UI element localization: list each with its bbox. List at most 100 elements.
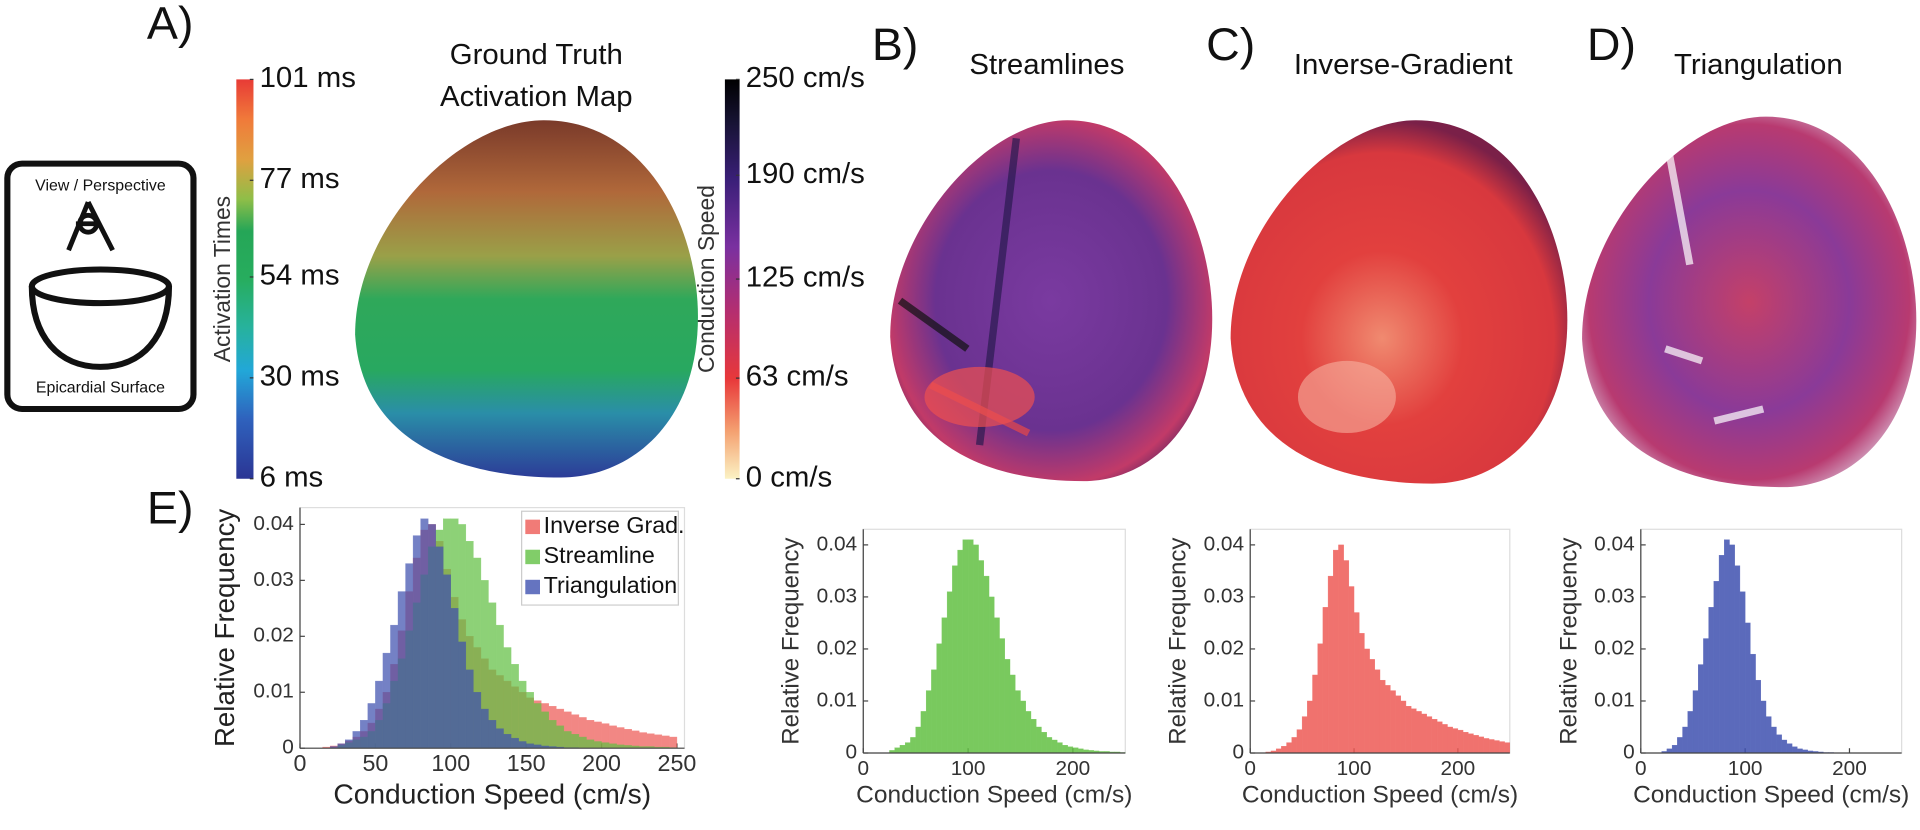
bar: [1353, 612, 1360, 754]
bar: [427, 524, 436, 749]
bar: [525, 743, 534, 749]
bar: [999, 638, 1005, 754]
bar: [894, 747, 901, 754]
map-texture: [1664, 345, 1704, 365]
x-axis-label: Conduction Speed (cm/s): [1633, 782, 1909, 809]
bar: [1724, 539, 1730, 754]
x-tick-label: 150: [507, 750, 546, 776]
bar: [571, 734, 580, 749]
colorbar-tick-label: 0 cm/s: [746, 462, 832, 494]
bar: [390, 624, 399, 749]
colorbar-tick-label: 54 ms: [260, 260, 340, 292]
legend-label: Inverse Grad.: [544, 512, 685, 538]
y-tick-label: 0.03: [817, 584, 858, 607]
bar: [1369, 659, 1375, 754]
bar: [556, 725, 565, 749]
bar: [548, 720, 557, 749]
bar: [586, 739, 595, 749]
bar: [525, 692, 534, 749]
colorbar-tick-label: 190 cm/s: [746, 158, 865, 190]
bar: [1729, 544, 1735, 754]
bar: [1364, 648, 1370, 754]
x-tick-label: 0: [294, 750, 307, 776]
bar: [1312, 674, 1318, 754]
bar: [480, 708, 489, 749]
bar: [1004, 659, 1011, 754]
bar: [1760, 700, 1767, 754]
bar: [1338, 544, 1344, 754]
bar: [1734, 565, 1741, 754]
colorbar-tick-label: 250 cm/s: [746, 62, 865, 94]
bar: [405, 563, 414, 749]
bar: [503, 734, 512, 749]
bar: [1009, 674, 1016, 754]
bar: [1015, 690, 1021, 754]
bar: [899, 745, 906, 754]
heart-map: [355, 120, 698, 478]
bar: [1410, 708, 1417, 754]
bar: [1483, 738, 1490, 754]
x-tick-label: 50: [362, 750, 388, 776]
bar: [1390, 690, 1396, 754]
bar: [1359, 633, 1365, 754]
heart-map: [1230, 120, 1568, 484]
bar: [915, 726, 922, 754]
bar: [1462, 732, 1469, 754]
map-texture: [897, 297, 970, 352]
bar: [931, 669, 937, 754]
bar: [1671, 745, 1678, 754]
eye-icon: [77, 212, 100, 235]
bar: [1077, 748, 1084, 754]
map-title: Triangulation: [1674, 49, 1843, 81]
histogram-series: [889, 539, 1126, 754]
bar: [1020, 700, 1026, 754]
bar: [1301, 716, 1308, 754]
bar: [669, 736, 678, 749]
bar: [1698, 664, 1704, 754]
bar: [1431, 719, 1438, 754]
y-axis-label: Relative Frequency: [778, 537, 805, 745]
y-axis-label: Relative Frequency: [209, 509, 240, 747]
bar: [1025, 711, 1032, 754]
map-title: Ground Truth: [450, 39, 623, 71]
x-axis-label: Conduction Speed (cm/s): [333, 779, 651, 810]
bar: [1682, 726, 1688, 754]
bar: [1713, 581, 1720, 754]
bar: [1677, 737, 1683, 754]
bar: [1499, 741, 1505, 754]
bar: [495, 728, 504, 749]
x-tick-label: 250: [658, 750, 697, 776]
schematic-label: Epicardial Surface: [36, 380, 165, 397]
y-tick-label: 0.01: [1204, 689, 1245, 712]
bar: [367, 703, 376, 749]
bar: [473, 692, 482, 749]
y-tick-label: 0.02: [1204, 637, 1245, 660]
colorbar-label: Activation Times: [209, 196, 235, 362]
colorbar-tick-label: 30 ms: [260, 361, 340, 393]
bar: [1452, 728, 1459, 754]
bar: [1416, 711, 1422, 754]
bar: [1426, 716, 1433, 754]
map-texture: [1661, 131, 1694, 266]
bar: [952, 565, 958, 754]
bar: [1374, 669, 1381, 754]
bar: [661, 735, 670, 749]
bar: [967, 539, 974, 754]
bar: [920, 711, 927, 754]
y-tick-label: 0.03: [253, 568, 294, 591]
colorbar-tick-label: 6 ms: [260, 462, 324, 494]
bar: [1692, 690, 1699, 754]
panel-label: B): [872, 19, 919, 71]
bar: [1504, 742, 1510, 754]
y-tick-label: 0.01: [1594, 689, 1635, 712]
bar: [1348, 586, 1355, 754]
bar: [518, 741, 527, 749]
bar: [1281, 746, 1287, 754]
bar: [1791, 746, 1798, 754]
bar: [608, 743, 617, 749]
bar: [593, 741, 602, 749]
bar: [1755, 679, 1761, 754]
bar: [1797, 748, 1803, 754]
